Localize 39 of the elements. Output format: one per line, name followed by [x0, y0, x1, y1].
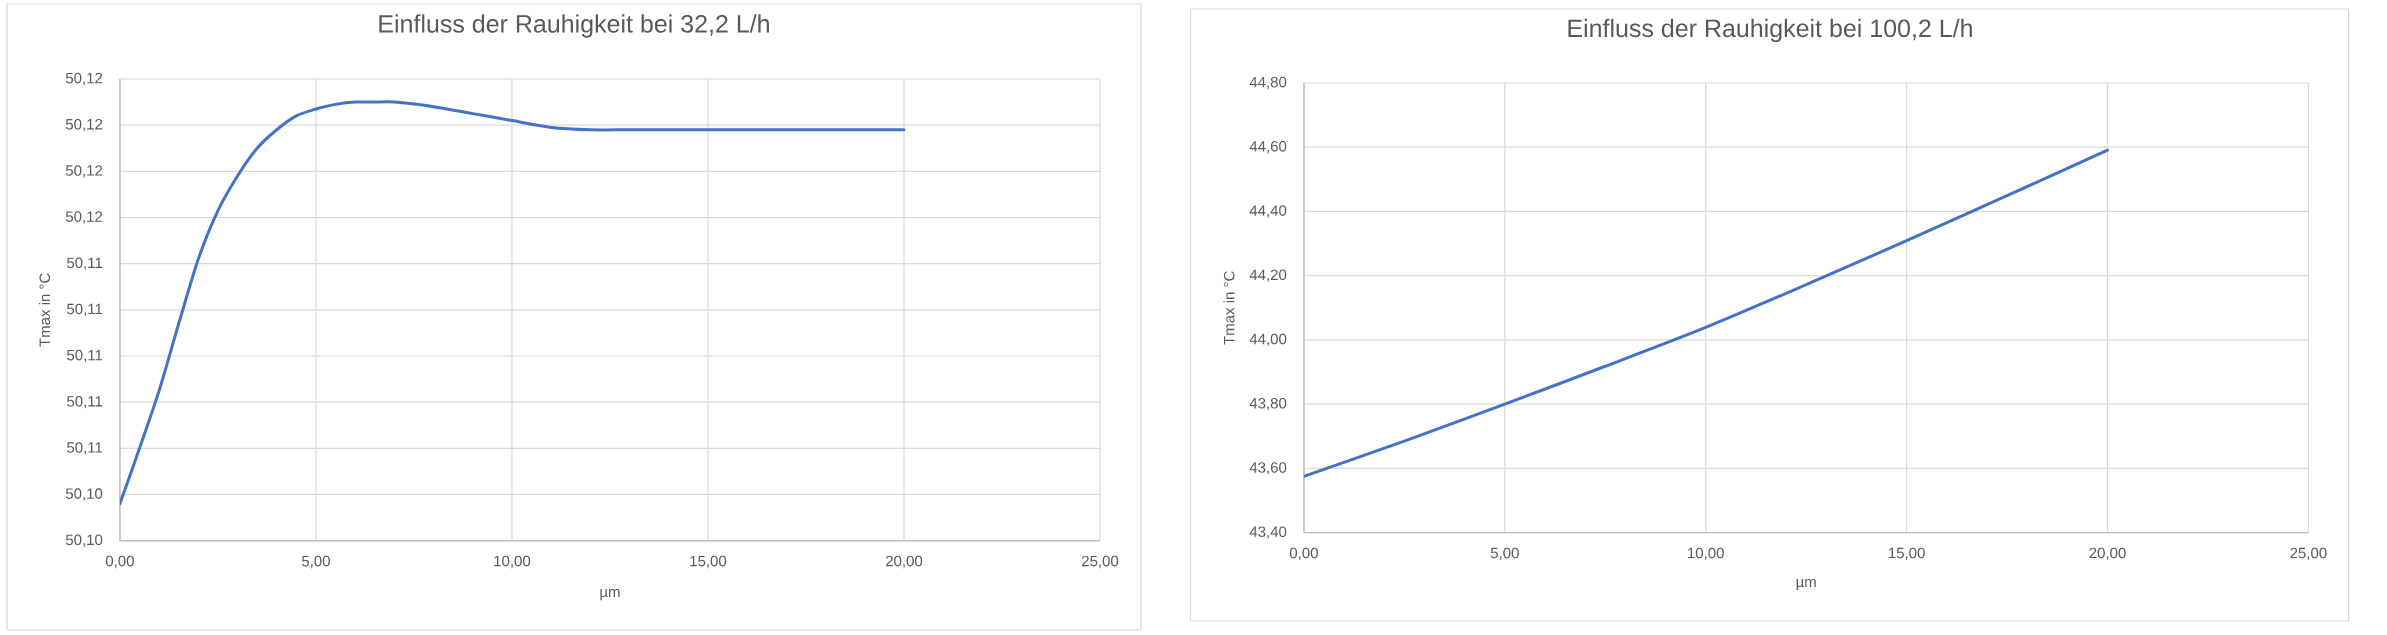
y-tick-label: 50,11	[67, 442, 103, 455]
y-tick-label: 50,11	[67, 303, 103, 317]
chart-title: Einfluss der Rauhigkeit bei 32,2 L/h	[379, 14, 769, 38]
y-tick-label: 50,12	[65, 72, 103, 86]
y-axis-title: Tmax in °C	[39, 273, 51, 347]
x-axis-title: µm	[600, 588, 620, 601]
y-tick-label: 50,12	[65, 165, 103, 178]
x-tick-label: 20,00	[2089, 547, 2126, 561]
x-tick-label: 10,00	[494, 555, 531, 569]
x-tick-label: 0,00	[1289, 547, 1318, 561]
line-series	[119, 100, 906, 506]
y-tick-label: 43,80	[1249, 397, 1287, 411]
x-tick-label: 20,00	[885, 555, 923, 569]
x-tick-label: 15,00	[1888, 547, 1925, 561]
x-tick-label: 5,00	[1490, 547, 1519, 561]
chart-title: Einfluss der Rauhigkeit bei 100,2 L/h	[1568, 18, 1972, 43]
y-tick-label: 50,11	[67, 395, 103, 409]
y-tick-label: 44,40	[1249, 205, 1287, 218]
y-tick-label: 50,10	[65, 488, 103, 501]
x-tick-label: 15,00	[690, 555, 727, 569]
x-tick-label: 25,00	[1081, 555, 1119, 569]
y-tick-label: 44,00	[1249, 333, 1287, 347]
y-tick-label: 50,12	[65, 118, 103, 132]
y-tick-label: 43,40	[1249, 526, 1287, 539]
x-tick-label: 25,00	[2290, 547, 2327, 561]
x-tick-label: 5,00	[301, 555, 330, 569]
y-tick-label: 50,11	[67, 349, 103, 363]
x-axis-title: µm	[1796, 578, 1816, 591]
y-tick-label: 44,80	[1249, 76, 1287, 90]
y-tick-label: 50,11	[67, 257, 103, 270]
y-tick-label: 44,60	[1249, 141, 1287, 154]
y-tick-label: 43,60	[1249, 462, 1287, 475]
y-tick-label: 44,20	[1249, 269, 1287, 282]
y-tick-label: 50,12	[65, 211, 103, 224]
y-tick-label: 50,10	[65, 534, 103, 547]
line-series	[1303, 148, 2110, 478]
y-axis-title: Tmax in °C	[1223, 271, 1235, 345]
x-tick-label: 0,00	[105, 555, 134, 569]
x-tick-label: 10,00	[1688, 547, 1724, 561]
